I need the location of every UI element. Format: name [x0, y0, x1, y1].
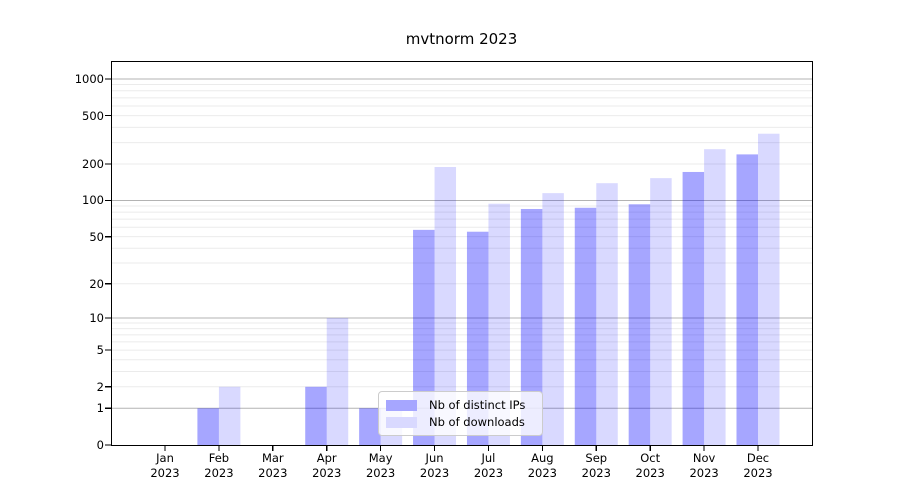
y-tick-label: 50	[89, 229, 104, 244]
x-tick-label: Feb 2023	[204, 451, 234, 480]
bar-dec-2023-distinct-ips	[736, 154, 758, 445]
bar-may-2023-distinct-ips	[359, 408, 381, 445]
y-tick-label: 100	[82, 193, 104, 208]
y-tick-label: 200	[82, 157, 104, 171]
x-tick-label: Aug 2023	[527, 451, 557, 480]
x-tick-label: Jun 2023	[419, 451, 450, 480]
legend-label-downloads: Nb of downloads	[429, 415, 525, 429]
bar-oct-2023-downloads	[650, 178, 672, 445]
x-tick-label: Dec 2023	[743, 451, 773, 480]
bar-oct-2023-distinct-ips	[628, 204, 651, 445]
legend-item-distinct-ips: Nb of distinct IPs	[386, 398, 534, 412]
x-tick-label: Jul 2023	[473, 451, 504, 480]
bar-nov-2023-downloads	[704, 149, 726, 446]
x-tick-label: Apr 2023	[312, 451, 342, 480]
bar-apr-2023-downloads	[326, 317, 349, 445]
bar-sep-2023-distinct-ips	[574, 207, 597, 445]
bar-nov-2023-distinct-ips	[682, 171, 705, 445]
legend-item-downloads: Nb of downloads	[386, 415, 534, 429]
x-tick-label: May 2023	[365, 451, 396, 480]
y-tick-label: 0	[96, 438, 104, 452]
bar-sep-2023-downloads	[596, 183, 618, 446]
y-tick-label: 1000	[74, 71, 104, 86]
legend-label-distinct-ips: Nb of distinct IPs	[429, 398, 526, 412]
y-tick-label: 20	[89, 276, 104, 291]
legend: Nb of distinct IPs Nb of downloads	[378, 391, 543, 436]
bar-aug-2023-distinct-ips	[520, 208, 543, 445]
bar-apr-2023-distinct-ips	[305, 386, 327, 445]
y-tick-label: 2	[96, 379, 104, 394]
legend-swatch-distinct-ips	[386, 399, 417, 411]
x-tick-label: Nov 2023	[689, 451, 719, 480]
y-tick-label: 5	[96, 343, 104, 358]
legend-swatch-downloads	[386, 416, 417, 428]
bar-dec-2023-downloads	[757, 133, 780, 446]
y-tick-label: 10	[89, 310, 104, 325]
y-tick-label: 500	[82, 108, 104, 123]
bar-feb-2023-downloads	[218, 386, 241, 445]
plot-border	[110, 60, 814, 447]
y-tick-label: 1	[96, 401, 104, 416]
x-tick-label: Oct 2023	[635, 451, 665, 480]
x-tick-label: Mar 2023	[258, 451, 288, 480]
bar-jun-2023-downloads	[434, 166, 457, 445]
bar-aug-2023-downloads	[542, 193, 564, 445]
bar-feb-2023-distinct-ips	[197, 408, 219, 445]
x-tick-label: Sep 2023	[581, 451, 611, 480]
x-tick-label: Jan 2023	[150, 451, 180, 480]
bar-jul-2023-downloads	[488, 203, 510, 445]
chart-title: mvtnorm 2023	[405, 30, 518, 48]
